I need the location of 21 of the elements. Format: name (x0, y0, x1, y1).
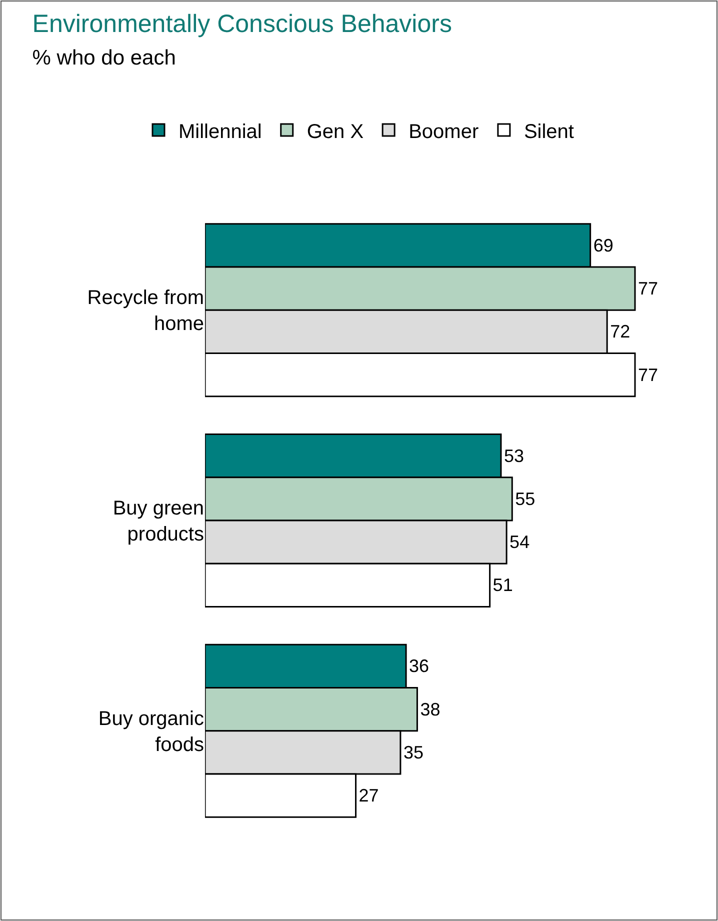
data-label: 72 (610, 322, 630, 342)
data-label: 35 (403, 742, 424, 762)
y-tick-label: Recycle from home (87, 287, 204, 336)
data-label: 55 (515, 488, 536, 509)
data-label: 77 (638, 278, 658, 299)
data-label: 51 (492, 575, 513, 596)
chart-title: Environmentally Conscious Behaviors (32, 10, 452, 38)
y-tick-label: Buy organic foods (98, 708, 204, 756)
y-tick-label: Buy green products (112, 498, 204, 546)
chart-subtitle: % who do each (32, 46, 176, 70)
data-label: 36 (409, 656, 430, 676)
data-label: 53 (504, 446, 524, 466)
legend-label: Silent (524, 120, 574, 143)
legend-label: Gen X (306, 120, 364, 143)
legend-label: Boomer (408, 120, 479, 143)
data-label: 27 (358, 786, 379, 806)
data-label: 77 (638, 364, 658, 385)
data-label: 54 (510, 532, 530, 552)
legend-label: Millennial (178, 120, 262, 143)
data-label: 69 (593, 235, 614, 256)
data-label: 38 (420, 699, 440, 720)
